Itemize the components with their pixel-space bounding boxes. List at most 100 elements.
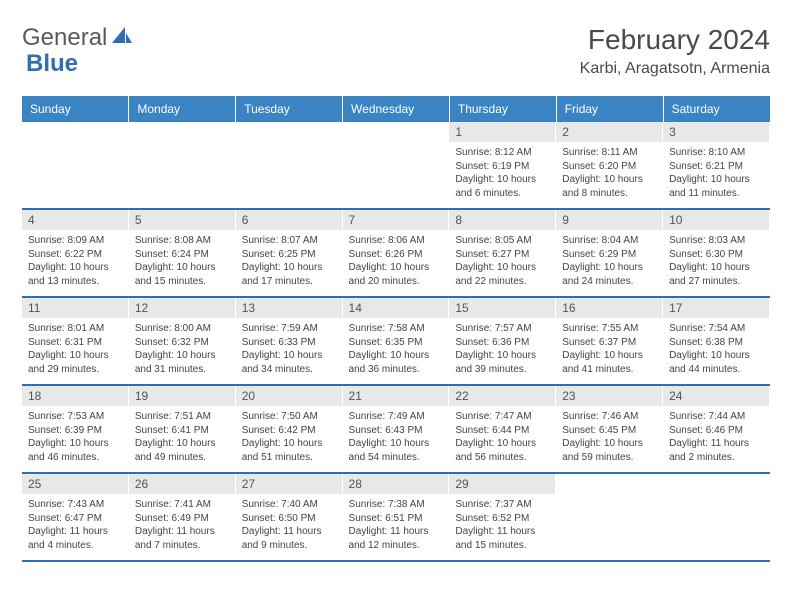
sunset-text: Sunset: 6:43 PM bbox=[349, 424, 444, 438]
day-details: Sunrise: 8:01 AMSunset: 6:31 PMDaylight:… bbox=[22, 318, 129, 384]
daylight-text: Daylight: 10 hours and 44 minutes. bbox=[669, 349, 764, 376]
daylight-text: Daylight: 10 hours and 39 minutes. bbox=[455, 349, 550, 376]
calendar-cell: 26Sunrise: 7:41 AMSunset: 6:49 PMDayligh… bbox=[129, 473, 236, 561]
calendar-body: 1Sunrise: 8:12 AMSunset: 6:19 PMDaylight… bbox=[22, 122, 770, 561]
day-number: 9 bbox=[556, 210, 663, 230]
day-number: 7 bbox=[343, 210, 450, 230]
sunrise-text: Sunrise: 8:05 AM bbox=[455, 234, 550, 248]
sunset-text: Sunset: 6:45 PM bbox=[562, 424, 657, 438]
sunset-text: Sunset: 6:29 PM bbox=[562, 248, 657, 262]
day-number: 13 bbox=[236, 298, 343, 318]
sunrise-text: Sunrise: 7:53 AM bbox=[28, 410, 123, 424]
title-block: February 2024 Karbi, Aragatsotn, Armenia bbox=[580, 24, 770, 78]
calendar-cell: 24 Sunrise: 7:44 AMSunset: 6:46 PMDayligh… bbox=[663, 385, 770, 473]
sunset-text: Sunset: 6:27 PM bbox=[455, 248, 550, 262]
header: General February 2024 Karbi, Aragatsotn,… bbox=[22, 24, 770, 78]
sunrise-text: Sunrise: 8:01 AM bbox=[28, 322, 123, 336]
daylight-text: Daylight: 11 hours and 9 minutes. bbox=[242, 525, 337, 552]
table-row: 25Sunrise: 7:43 AMSunset: 6:47 PMDayligh… bbox=[22, 473, 770, 561]
sunset-text: Sunset: 6:36 PM bbox=[455, 336, 550, 350]
calendar-cell: 22Sunrise: 7:47 AMSunset: 6:44 PMDayligh… bbox=[449, 385, 556, 473]
daylight-text: Daylight: 11 hours and 7 minutes. bbox=[135, 525, 230, 552]
sunrise-text: Sunrise: 8:09 AM bbox=[28, 234, 123, 248]
day-number: 3 bbox=[663, 122, 770, 142]
day-details: Sunrise: 7:49 AMSunset: 6:43 PMDaylight:… bbox=[343, 406, 450, 472]
calendar-cell bbox=[343, 122, 450, 209]
day-details: Sunrise: 7:38 AMSunset: 6:51 PMDaylight:… bbox=[343, 494, 450, 560]
daylight-text: Daylight: 10 hours and 15 minutes. bbox=[135, 261, 230, 288]
calendar-cell: 14Sunrise: 7:58 AMSunset: 6:35 PMDayligh… bbox=[343, 297, 450, 385]
day-number: 15 bbox=[449, 298, 556, 318]
daylight-text: Daylight: 10 hours and 34 minutes. bbox=[242, 349, 337, 376]
sunset-text: Sunset: 6:32 PM bbox=[135, 336, 230, 350]
day-details: Sunrise: 7:40 AMSunset: 6:50 PMDaylight:… bbox=[236, 494, 343, 560]
daylight-text: Daylight: 11 hours and 2 minutes. bbox=[669, 437, 764, 464]
calendar-cell: 10Sunrise: 8:03 AMSunset: 6:30 PMDayligh… bbox=[663, 209, 770, 297]
daylight-text: Daylight: 10 hours and 29 minutes. bbox=[28, 349, 123, 376]
calendar-cell bbox=[22, 122, 129, 209]
calendar-cell: 5Sunrise: 8:08 AMSunset: 6:24 PMDaylight… bbox=[129, 209, 236, 297]
sunset-text: Sunset: 6:21 PM bbox=[669, 160, 764, 174]
day-header-row: SundayMondayTuesdayWednesdayThursdayFrid… bbox=[22, 96, 770, 122]
day-number: 25 bbox=[22, 474, 129, 494]
sunset-text: Sunset: 6:26 PM bbox=[349, 248, 444, 262]
day-number: 24 bbox=[663, 386, 770, 406]
day-details: Sunrise: 7:55 AMSunset: 6:37 PMDaylight:… bbox=[556, 318, 663, 384]
day-details bbox=[129, 128, 236, 186]
daylight-text: Daylight: 10 hours and 36 minutes. bbox=[349, 349, 444, 376]
daylight-text: Daylight: 10 hours and 54 minutes. bbox=[349, 437, 444, 464]
daylight-text: Daylight: 11 hours and 4 minutes. bbox=[28, 525, 123, 552]
calendar-cell: 27Sunrise: 7:40 AMSunset: 6:50 PMDayligh… bbox=[236, 473, 343, 561]
calendar-cell bbox=[236, 122, 343, 209]
calendar-cell: 21Sunrise: 7:49 AMSunset: 6:43 PMDayligh… bbox=[343, 385, 450, 473]
sunset-text: Sunset: 6:41 PM bbox=[135, 424, 230, 438]
calendar-cell: 1Sunrise: 8:12 AMSunset: 6:19 PMDaylight… bbox=[449, 122, 556, 209]
daylight-text: Daylight: 11 hours and 15 minutes. bbox=[455, 525, 550, 552]
day-number: 26 bbox=[129, 474, 236, 494]
sunrise-text: Sunrise: 7:44 AM bbox=[669, 410, 764, 424]
calendar-cell: 9Sunrise: 8:04 AMSunset: 6:29 PMDaylight… bbox=[556, 209, 663, 297]
day-details: Sunrise: 7:41 AMSunset: 6:49 PMDaylight:… bbox=[129, 494, 236, 560]
sunrise-text: Sunrise: 7:55 AM bbox=[562, 322, 657, 336]
day-details: Sunrise: 8:12 AMSunset: 6:19 PMDaylight:… bbox=[449, 142, 556, 208]
sunset-text: Sunset: 6:44 PM bbox=[455, 424, 550, 438]
logo: General bbox=[22, 24, 135, 52]
daylight-text: Daylight: 10 hours and 59 minutes. bbox=[562, 437, 657, 464]
day-header: Thursday bbox=[449, 96, 556, 122]
location-text: Karbi, Aragatsotn, Armenia bbox=[580, 60, 770, 78]
daylight-text: Daylight: 10 hours and 24 minutes. bbox=[562, 261, 657, 288]
calendar-cell bbox=[663, 473, 770, 561]
sunset-text: Sunset: 6:25 PM bbox=[242, 248, 337, 262]
day-details: Sunrise: 8:05 AMSunset: 6:27 PMDaylight:… bbox=[449, 230, 556, 296]
day-number: 18 bbox=[22, 386, 129, 406]
sunrise-text: Sunrise: 7:58 AM bbox=[349, 322, 444, 336]
table-row: 4Sunrise: 8:09 AMSunset: 6:22 PMDaylight… bbox=[22, 209, 770, 297]
sunrise-text: Sunrise: 7:41 AM bbox=[135, 498, 230, 512]
day-details bbox=[22, 128, 129, 186]
day-number: 16 bbox=[556, 298, 663, 318]
day-header: Sunday bbox=[22, 96, 129, 122]
daylight-text: Daylight: 10 hours and 22 minutes. bbox=[455, 261, 550, 288]
day-details: Sunrise: 8:04 AMSunset: 6:29 PMDaylight:… bbox=[556, 230, 663, 296]
day-details: Sunrise: 7:47 AMSunset: 6:44 PMDaylight:… bbox=[449, 406, 556, 472]
sunrise-text: Sunrise: 7:47 AM bbox=[455, 410, 550, 424]
day-number: 28 bbox=[343, 474, 450, 494]
day-details bbox=[236, 128, 343, 186]
day-number: 10 bbox=[663, 210, 770, 230]
calendar-cell bbox=[129, 122, 236, 209]
day-details: Sunrise: 7:54 AMSunset: 6:38 PMDaylight:… bbox=[663, 318, 770, 384]
sunrise-text: Sunrise: 8:06 AM bbox=[349, 234, 444, 248]
sunrise-text: Sunrise: 7:49 AM bbox=[349, 410, 444, 424]
day-details: Sunrise: 8:07 AMSunset: 6:25 PMDaylight:… bbox=[236, 230, 343, 296]
calendar-cell: 23Sunrise: 7:46 AMSunset: 6:45 PMDayligh… bbox=[556, 385, 663, 473]
day-details bbox=[556, 480, 663, 538]
sunset-text: Sunset: 6:35 PM bbox=[349, 336, 444, 350]
day-details: Sunrise: 7:50 AMSunset: 6:42 PMDaylight:… bbox=[236, 406, 343, 472]
day-header: Friday bbox=[556, 96, 663, 122]
day-number: 27 bbox=[236, 474, 343, 494]
daylight-text: Daylight: 10 hours and 20 minutes. bbox=[349, 261, 444, 288]
day-number: 5 bbox=[129, 210, 236, 230]
logo-text-blue: Blue bbox=[26, 50, 78, 78]
calendar-cell: 15Sunrise: 7:57 AMSunset: 6:36 PMDayligh… bbox=[449, 297, 556, 385]
sunset-text: Sunset: 6:46 PM bbox=[669, 424, 764, 438]
